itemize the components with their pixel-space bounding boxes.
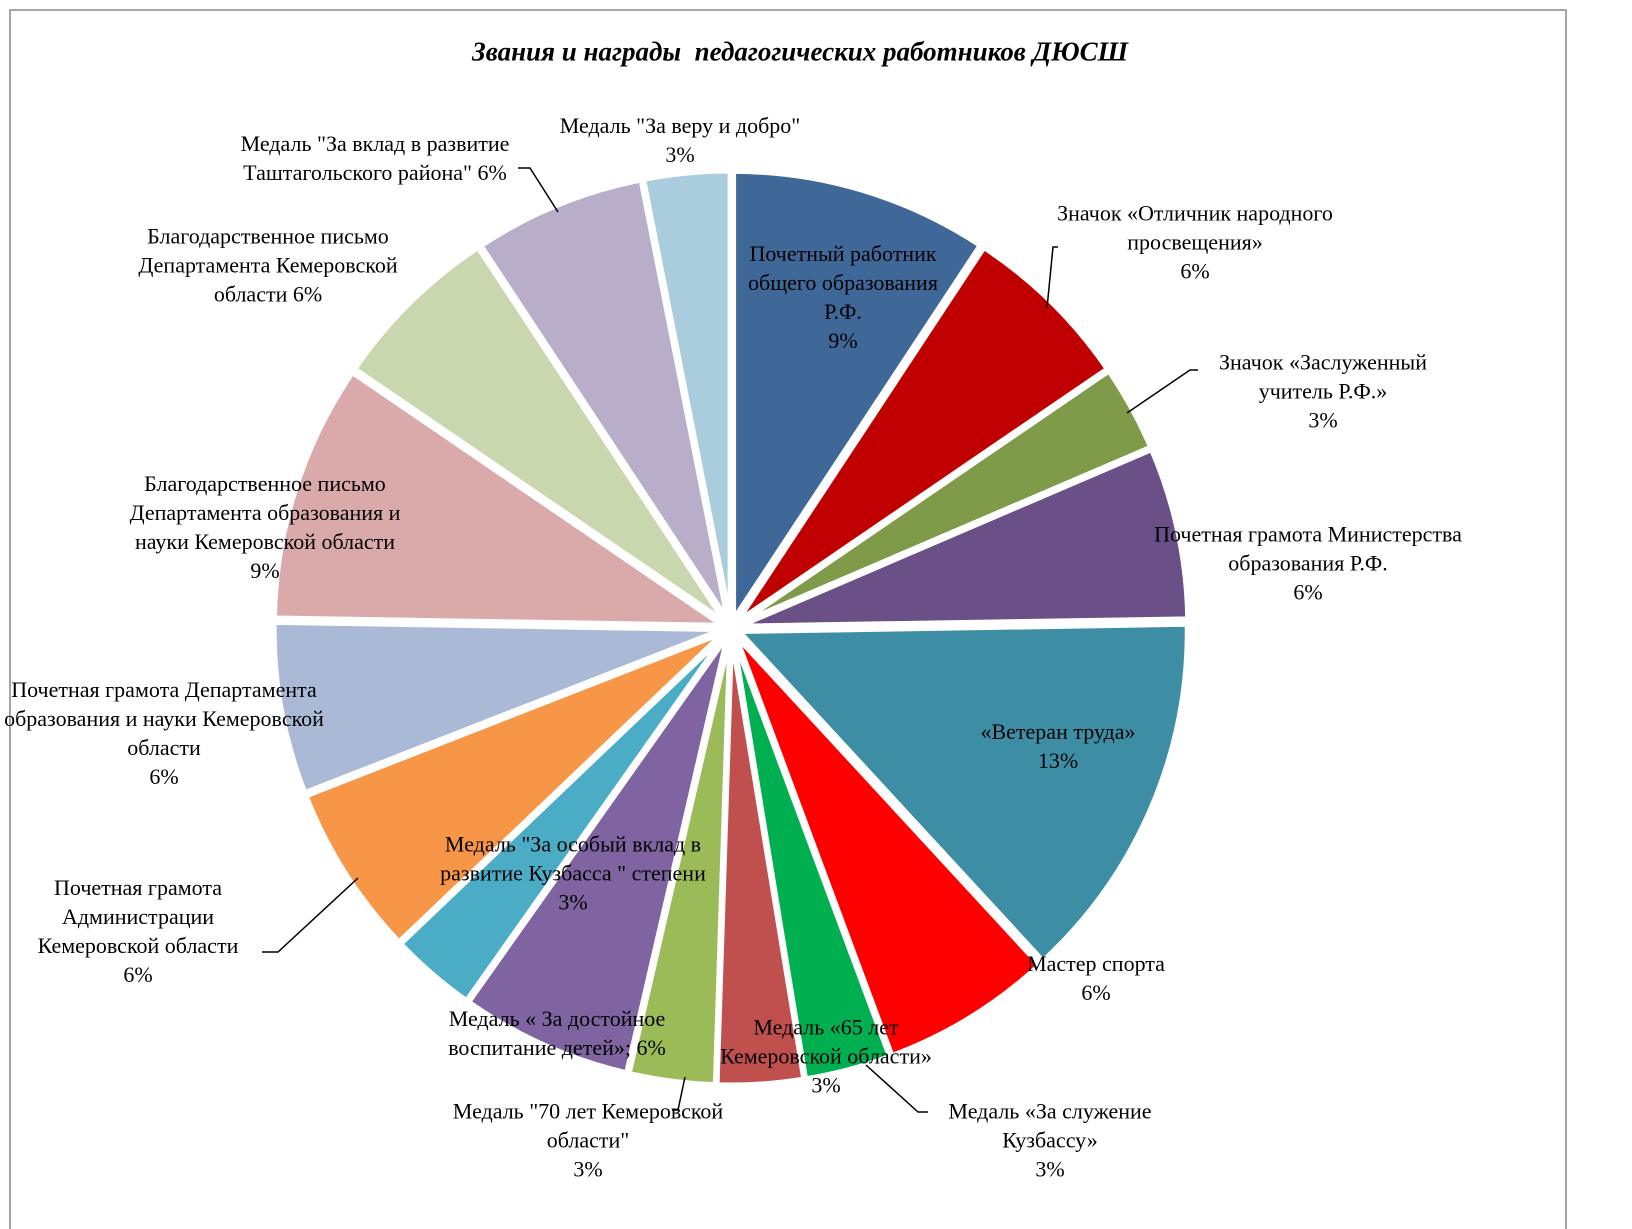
slice-label: Медаль "За веру и добро" 3% bbox=[520, 111, 840, 169]
leader-line bbox=[1046, 246, 1058, 309]
value-label: 6% bbox=[1293, 579, 1323, 605]
category-label: Благодарственное письмо Департамента Кем… bbox=[138, 223, 398, 307]
leader-line bbox=[1126, 369, 1198, 414]
category-label: «Ветеран труда» bbox=[980, 719, 1136, 744]
slice-label: Медаль « За достойное воспитание детей»;… bbox=[417, 1004, 697, 1062]
value-label: 9% bbox=[250, 558, 280, 583]
slice-label: Значок «Заслуженный учитель Р.Ф.» 3% bbox=[1183, 348, 1463, 435]
category-label: Медаль "70 лет Кемеровской области" bbox=[452, 1098, 724, 1153]
value-label: 6% bbox=[1180, 258, 1210, 284]
value-label: 6% bbox=[477, 160, 507, 185]
pie-slice bbox=[640, 168, 733, 620]
category-label: Благодарственное письмо Департамента обр… bbox=[129, 471, 401, 554]
value-label: 3% bbox=[665, 142, 695, 167]
pie-slice bbox=[397, 632, 728, 1005]
leader-line bbox=[865, 1064, 928, 1113]
slice-label: Медаль «65 лет Кемеровской области» 3% bbox=[696, 1013, 956, 1100]
pie-slice bbox=[465, 634, 730, 1076]
frame bbox=[9, 9, 1567, 1229]
value-label: 3% bbox=[1308, 407, 1338, 433]
category-label: Медаль "За вклад в развитие Таштагольско… bbox=[240, 131, 510, 185]
pie-slice bbox=[626, 636, 733, 1088]
slice-label: Медаль "70 лет Кемеровской области" 3% bbox=[448, 1097, 728, 1184]
pie-slice bbox=[733, 621, 1190, 965]
slice-label: Медаль "За вклад в развитие Таштагольско… bbox=[225, 129, 525, 187]
pie-slice bbox=[271, 619, 724, 796]
value-label: 6% bbox=[292, 281, 323, 307]
slice-label: «Ветеран труда» 13% bbox=[938, 717, 1178, 775]
pie-slice bbox=[731, 168, 984, 628]
value-label: 6% bbox=[636, 1035, 666, 1060]
slice-label: Почетная грамота Департамента образовани… bbox=[4, 675, 324, 791]
value-label: 6% bbox=[1081, 980, 1111, 1005]
category-label: Медаль "За веру и добро" bbox=[559, 113, 801, 138]
category-label: Медаль «65 лет Кемеровской области» bbox=[720, 1014, 932, 1069]
chart-title: Звания и награды педагогических работник… bbox=[471, 36, 1129, 67]
category-label: Медаль « За достойное воспитание детей»; bbox=[448, 1006, 666, 1060]
value-label: 6% bbox=[123, 962, 153, 987]
value-label: 13% bbox=[1037, 748, 1079, 773]
value-label: 3% bbox=[558, 889, 588, 915]
leader-lines bbox=[262, 167, 1198, 1113]
slice-label: Почетный работник общего образования Р.Ф… bbox=[748, 239, 938, 355]
value-label: 3% bbox=[811, 1072, 841, 1098]
slice-label: Почетная грамота Министерства образовани… bbox=[1148, 520, 1468, 607]
category-label: Почетная грамота Министерства образовани… bbox=[1154, 521, 1462, 576]
pie-slice bbox=[477, 177, 731, 622]
value-label: 3% bbox=[1035, 1156, 1065, 1182]
category-label: Медаль «За служение Кузбассу» bbox=[948, 1098, 1152, 1153]
slice-label: Медаль "За особый вклад в развитие Кузба… bbox=[413, 830, 733, 917]
pie-slice bbox=[351, 244, 727, 624]
pie-slice bbox=[737, 367, 1154, 626]
pie-slice bbox=[302, 630, 726, 946]
value-label: 9% bbox=[828, 328, 858, 353]
slice-label: Благодарственное письмо Департамента обр… bbox=[105, 469, 425, 585]
category-label: Значок «Заслуженный учитель Р.Ф.» bbox=[1219, 349, 1427, 404]
leader-line bbox=[518, 167, 559, 213]
value-label: 6% bbox=[149, 764, 179, 789]
pie-slice bbox=[271, 369, 731, 628]
pie-slice bbox=[735, 244, 1111, 624]
pie-slice bbox=[738, 446, 1191, 629]
category-label: Медаль "За особый вклад в развитие Кузба… bbox=[440, 831, 706, 886]
category-label: Почетная грамота Администрации Кемеровск… bbox=[37, 875, 239, 958]
value-label: 3% bbox=[573, 1156, 603, 1182]
category-label: Мастер спорта bbox=[1027, 951, 1165, 976]
category-label: Почетная грамота Департамента образовани… bbox=[4, 677, 324, 760]
slice-label: Почетная грамота Администрации Кемеровск… bbox=[8, 873, 268, 989]
slice-label: Мастер спорта 6% bbox=[996, 949, 1196, 1007]
slices bbox=[271, 168, 1191, 1088]
pie-slice bbox=[733, 633, 1043, 1059]
leader-line bbox=[262, 877, 359, 953]
category-label: Почетный работник общего образования Р.Ф… bbox=[748, 241, 938, 324]
category-label: Значок «Отличник народного просвещения» bbox=[1057, 200, 1333, 255]
slice-label: Благодарственное письмо Департамента Кем… bbox=[123, 222, 413, 309]
leader-line bbox=[672, 1076, 686, 1111]
slice-label: Значок «Отличник народного просвещения» 6… bbox=[1045, 199, 1345, 286]
slice-label: Медаль «За служение Кузбассу» 3% bbox=[920, 1097, 1180, 1184]
